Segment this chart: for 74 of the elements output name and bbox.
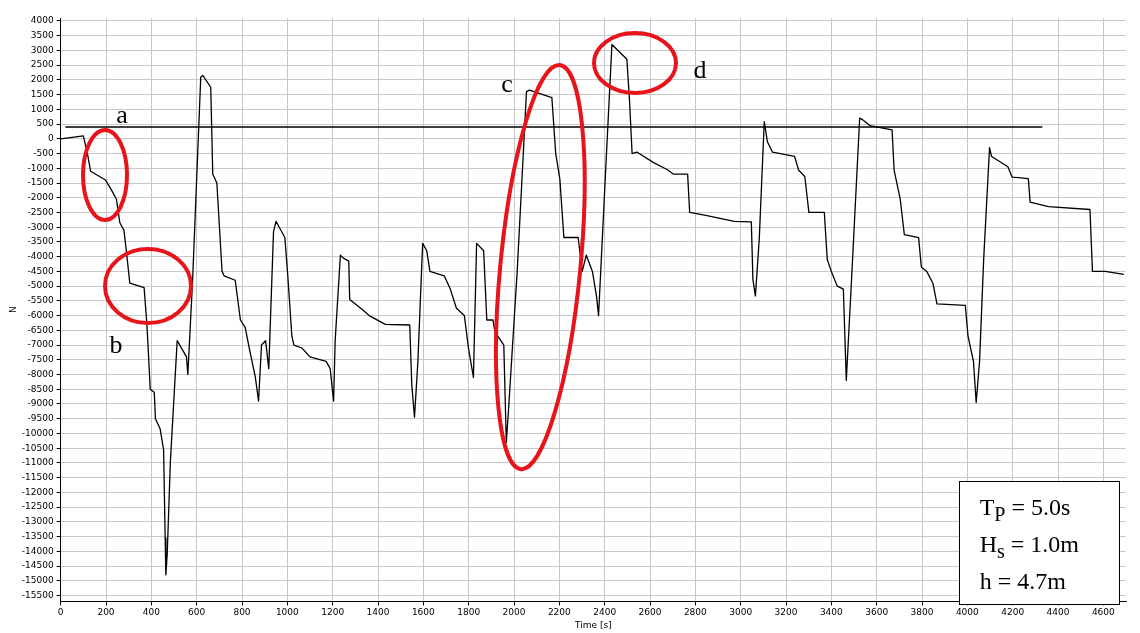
y-tick-label: -15000 [21, 575, 54, 586]
x-tick-label: 0 [57, 607, 64, 618]
y-tick-label: -3500 [27, 236, 54, 247]
y-tick-label: -7500 [27, 354, 54, 365]
y-tick-label: -1000 [27, 162, 54, 173]
y-tick-label: 3000 [30, 44, 54, 55]
x-tick-label: 3200 [774, 607, 798, 618]
y-tick-label: -2500 [27, 206, 54, 217]
x-tick-label: 800 [233, 607, 251, 618]
x-tick-label: 600 [188, 607, 206, 618]
x-tick-label: 4600 [1091, 607, 1116, 618]
note-box: T$_{P}$ = 5.0s H$_{s}$ = 1.0m h = 4.7m [958, 481, 1120, 605]
x-tick-label: 1000 [275, 607, 300, 618]
y-tick-label: -12500 [21, 501, 54, 512]
x-axis-title: Time [s] [574, 619, 612, 630]
x-tick-label: 1600 [411, 607, 436, 618]
y-tick-label: -14000 [21, 545, 54, 556]
y-tick-label: -14500 [21, 560, 54, 571]
y-tick-label: -5000 [27, 280, 54, 291]
x-tick-label: 3600 [865, 607, 889, 618]
x-tick-label: 1400 [366, 607, 390, 618]
annotation: h = 4.7m [979, 567, 1067, 596]
y-tick-label: -10000 [21, 427, 54, 438]
y-tick-label: 1000 [30, 103, 54, 114]
y-tick-label: -10500 [21, 442, 54, 453]
x-tick-label: 1200 [321, 607, 345, 618]
y-tick-label: -6500 [27, 324, 54, 335]
y-tick-label: 500 [36, 118, 54, 129]
y-tick-label: -5500 [27, 295, 54, 306]
annotation: a [116, 100, 128, 129]
x-tick-label: 400 [142, 607, 161, 618]
x-tick-label: 3400 [819, 607, 844, 618]
x-tick-label: 3800 [910, 607, 934, 618]
x-tick-label: 2400 [593, 607, 617, 618]
y-tick-label: -15500 [21, 589, 54, 600]
annotation: d [693, 55, 707, 84]
annotation: b [109, 330, 123, 359]
y-tick-label: -9000 [27, 398, 54, 409]
x-tick-label: 2000 [502, 607, 526, 618]
x-tick-label: 2800 [683, 607, 708, 618]
y-tick-label: -2000 [27, 192, 54, 203]
y-tick-label: -11000 [21, 457, 54, 468]
y-tick-label: 2500 [30, 59, 54, 70]
x-tick-label: 200 [97, 607, 115, 618]
y-tick-label: -4500 [27, 265, 54, 276]
x-tick-label: 2600 [638, 607, 662, 618]
y-tick-label: -4000 [27, 251, 54, 262]
annotation: H$_{s}$ = 1.0m [979, 530, 1079, 564]
y-tick-label: 1500 [30, 88, 54, 99]
y-tick-label: -8500 [27, 383, 54, 394]
y-tick-label: -9500 [27, 413, 54, 424]
y-tick-label: -11500 [21, 471, 54, 482]
y-tick-label: -12000 [21, 486, 54, 497]
y-tick-label: 3500 [30, 30, 54, 41]
y-tick-label: -6000 [27, 309, 54, 320]
y-tick-label: 0 [47, 133, 54, 144]
x-tick-label: 2200 [547, 607, 572, 618]
x-tick-label: 1800 [457, 607, 481, 618]
y-axis-title: N [7, 306, 18, 314]
x-tick-label: 4200 [1001, 607, 1025, 618]
annotation: c [501, 69, 513, 98]
y-tick-label: 2000 [30, 74, 54, 85]
y-tick-label: -13000 [21, 516, 54, 527]
y-tick-label: -3000 [27, 221, 54, 232]
y-tick-label: 4000 [30, 15, 54, 26]
x-tick-label: 4400 [1046, 607, 1070, 618]
y-tick-label: -13500 [21, 530, 54, 541]
annotation: T$_{P}$ = 5.0s [979, 493, 1072, 528]
x-tick-label: 3000 [729, 607, 753, 618]
y-tick-label: -7000 [27, 339, 54, 350]
y-tick-label: -500 [33, 147, 54, 158]
y-tick-label: -8000 [27, 368, 54, 379]
x-tick-label: 4000 [955, 607, 980, 618]
y-tick-label: -1500 [27, 177, 54, 188]
